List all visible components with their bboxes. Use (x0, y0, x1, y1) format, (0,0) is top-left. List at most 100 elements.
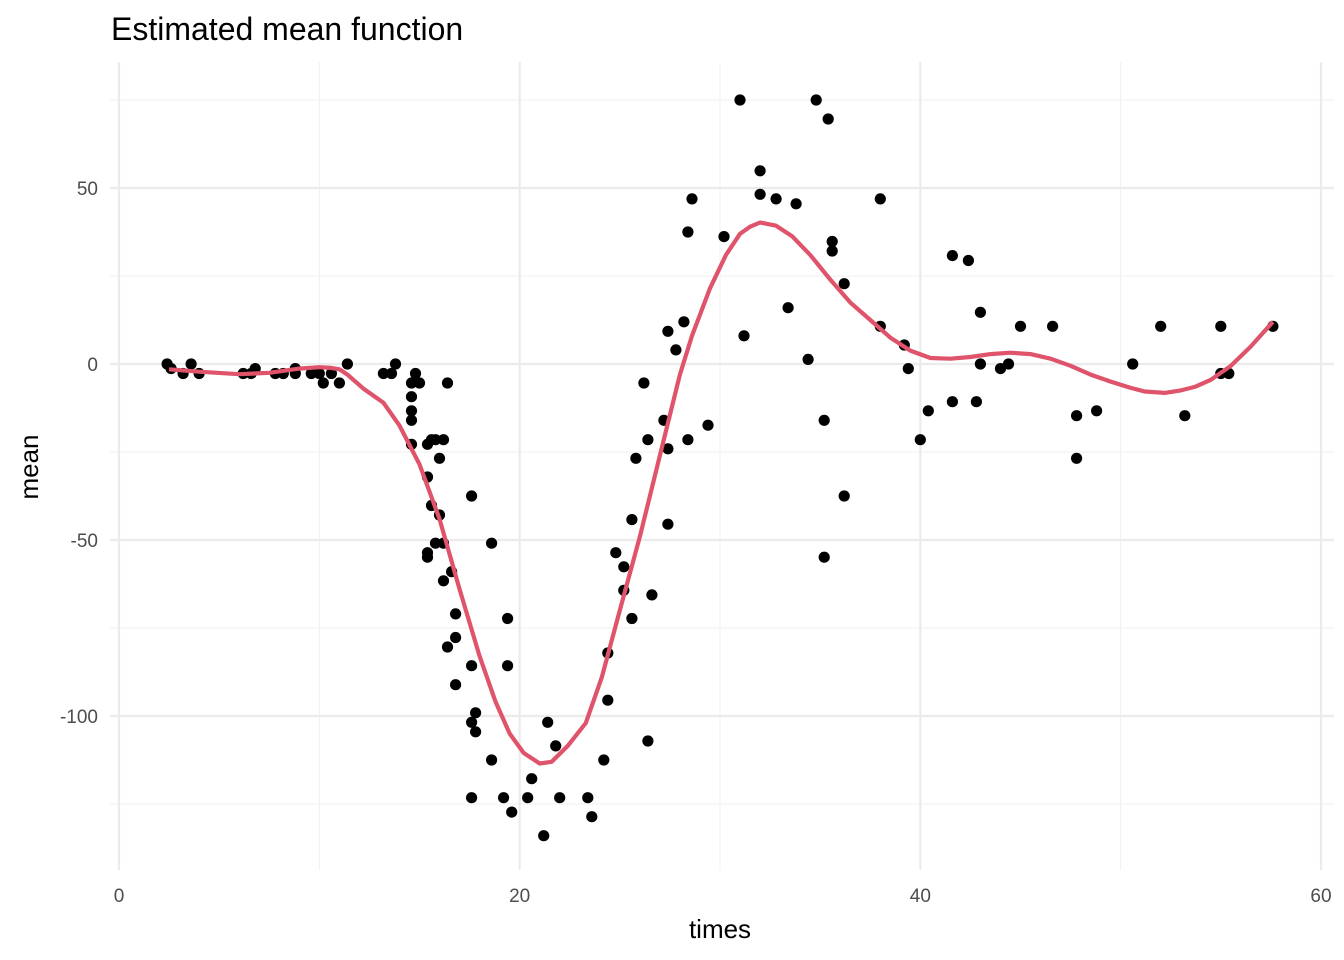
data-point (506, 806, 518, 818)
data-point (754, 165, 766, 177)
data-point (1155, 320, 1167, 332)
data-point (486, 754, 498, 766)
data-point (429, 434, 442, 446)
data-point (317, 377, 329, 389)
data-point (922, 405, 934, 417)
data-point (486, 537, 498, 549)
data-point (185, 358, 197, 370)
data-point (1014, 320, 1027, 332)
y-tick-label: -100 (60, 707, 98, 728)
data-point (450, 608, 462, 620)
data-point (770, 193, 782, 205)
data-point (526, 773, 538, 785)
data-point (782, 302, 794, 314)
data-point (826, 245, 838, 257)
data-point (409, 367, 422, 380)
x-tick-label: 60 (1310, 886, 1331, 907)
data-point (433, 452, 446, 464)
data-point (441, 641, 454, 653)
data-point (470, 707, 482, 719)
data-point (642, 735, 654, 747)
data-point (502, 612, 514, 625)
data-point (626, 514, 638, 526)
x-tick-label: 40 (910, 886, 931, 907)
data-point (662, 325, 674, 337)
data-point (450, 679, 462, 691)
data-point (450, 631, 462, 644)
data-point (421, 551, 434, 563)
data-point (498, 792, 510, 804)
data-point (437, 575, 450, 587)
data-point (598, 754, 610, 766)
y-axis-ticks: -100 -50 0 50 (60, 179, 98, 728)
data-point (818, 414, 830, 426)
data-point (678, 316, 690, 328)
data-point (610, 547, 622, 559)
data-point (838, 490, 850, 502)
data-point (1127, 358, 1139, 370)
y-tick-label: 0 (87, 355, 98, 376)
x-axis-ticks: 0 20 40 60 (114, 886, 1332, 907)
data-point (389, 358, 402, 370)
data-point (325, 367, 337, 380)
data-point (618, 561, 630, 573)
data-point (642, 434, 654, 446)
data-point (974, 358, 987, 370)
data-point (1215, 320, 1227, 332)
minor-gridlines (110, 62, 1334, 870)
data-point (662, 443, 674, 455)
data-point (1091, 405, 1103, 417)
data-point (1071, 452, 1083, 464)
data-point (626, 612, 638, 625)
data-point (522, 792, 534, 804)
data-point (405, 405, 418, 417)
data-point (946, 396, 959, 408)
data-point (790, 198, 802, 210)
data-point (826, 235, 838, 248)
data-point (377, 367, 389, 380)
data-point (341, 358, 353, 370)
data-point (405, 414, 418, 426)
data-point (470, 726, 482, 738)
data-point (1047, 320, 1059, 332)
data-point (702, 419, 714, 431)
data-point (429, 537, 442, 549)
data-point (810, 94, 822, 106)
data-point (466, 490, 478, 502)
data-point (437, 434, 450, 446)
x-tick-label: 20 (509, 886, 530, 907)
data-point (586, 811, 598, 823)
data-point (638, 377, 650, 389)
mean-function-line (168, 220, 1275, 766)
data-point (405, 377, 418, 389)
data-point (602, 694, 614, 706)
data-point (313, 367, 325, 380)
data-point (682, 226, 694, 238)
data-point (738, 330, 750, 342)
major-gridlines (110, 62, 1334, 870)
data-point (902, 363, 914, 375)
data-point (582, 792, 594, 804)
data-point (466, 660, 478, 672)
data-point (554, 792, 566, 804)
mean-line-layer (168, 220, 1275, 766)
data-point (974, 306, 987, 318)
data-point (538, 830, 550, 842)
data-point (385, 367, 398, 380)
y-axis-label: mean (14, 434, 44, 499)
y-tick-label: -50 (71, 531, 98, 552)
x-tick-label: 0 (114, 886, 125, 907)
data-point (646, 589, 658, 601)
data-point (838, 278, 850, 290)
data-point (662, 518, 674, 530)
data-point (822, 113, 834, 125)
data-point (1179, 410, 1191, 422)
data-point (718, 231, 730, 243)
data-point (502, 660, 514, 672)
data-point (305, 367, 317, 380)
chart-title: Estimated mean function (111, 11, 463, 47)
data-point (466, 716, 478, 728)
y-tick-label: 50 (77, 179, 98, 200)
data-point (1002, 358, 1015, 370)
